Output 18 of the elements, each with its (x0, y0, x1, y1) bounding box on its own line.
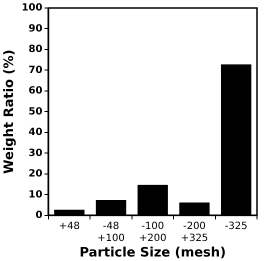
x-tick-label: -100 +200 (139, 220, 166, 244)
y-tick-label: 40 (28, 127, 43, 138)
y-axis-title: Weight Ratio (%) (2, 50, 18, 174)
y-tick-label: 30 (28, 148, 43, 159)
y-tick-label: 60 (28, 86, 43, 97)
y-tick-label: 10 (28, 189, 43, 200)
y-tick-label: 100 (22, 2, 43, 14)
y-tick-label: 90 (28, 23, 43, 34)
x-tick-label: -325 (224, 220, 248, 232)
x-axis-title: Particle Size (mesh) (79, 246, 226, 261)
x-tick-label: +48 (58, 220, 80, 232)
x-tick-label: -200 +325 (180, 220, 208, 244)
x-tick-label: -48 +100 (97, 220, 125, 244)
y-tick-label: 50 (28, 106, 43, 118)
y-tick-label: 20 (28, 168, 43, 180)
y-tick-label: 80 (28, 44, 43, 56)
y-tick-label: 70 (28, 64, 43, 76)
y-tick-label: 0 (36, 210, 43, 221)
